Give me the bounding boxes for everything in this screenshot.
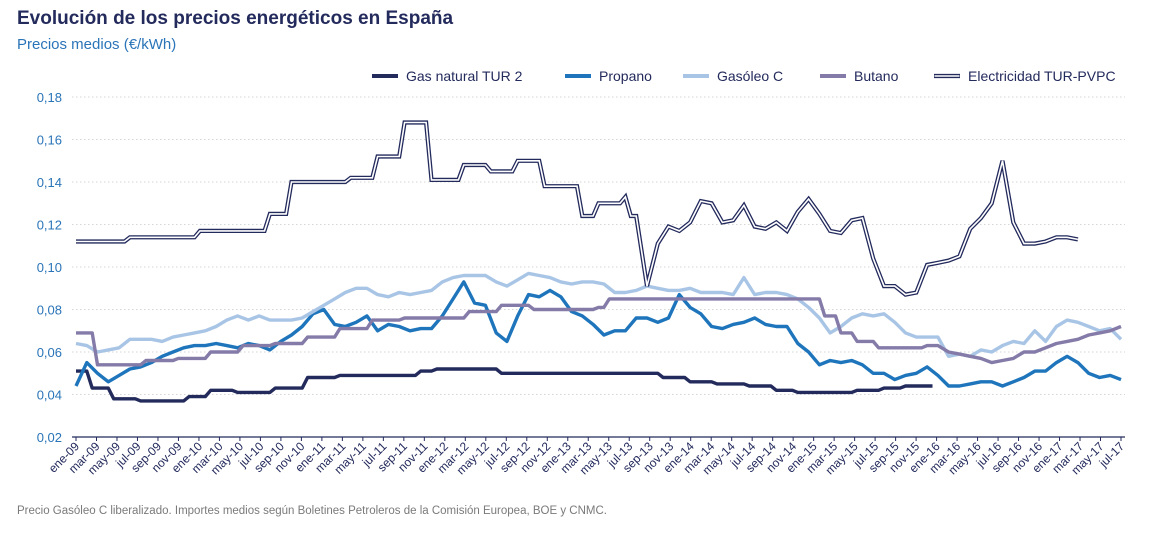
legend-label-gasoleo-c: Gasóleo C	[717, 68, 783, 84]
series-lines	[74, 120, 1123, 403]
y-axis-ticks: 0,02 0,04 0,06 0,08 0,10 0,12 0,14 0,16 0,18	[37, 90, 62, 445]
legend: Gas natural TUR 2 Propano Gasóleo C Butano E…	[372, 68, 1116, 84]
y-tick-label: 0,06	[37, 345, 62, 360]
y-tick-label: 0,18	[37, 90, 62, 105]
series-line-electricidad-tur-pvpc-inner	[76, 121, 1079, 296]
series-line-propano	[74, 280, 1122, 388]
y-tick-label: 0,14	[37, 175, 62, 190]
legend-label-electricidad-tur-pvpc: Electricidad TUR-PVPC	[968, 68, 1116, 84]
y-tick-label: 0,16	[37, 133, 62, 148]
series-line-butano	[76, 297, 1122, 367]
chart-title: Evolución de los precios energéticos en …	[17, 8, 454, 29]
legend-label-butano: Butano	[854, 68, 899, 84]
series-line-gas-natural-tur-2	[76, 367, 933, 403]
y-tick-label: 0,02	[37, 430, 62, 445]
chart-subtitle: Precios medios (€/kWh)	[17, 36, 177, 53]
legend-label-gas-natural-tur-2: Gas natural TUR 2	[406, 68, 523, 84]
footnote: Precio Gasóleo C liberalizado. Importes …	[17, 505, 607, 517]
y-tick-label: 0,04	[37, 388, 62, 403]
legend-label-propano: Propano	[599, 68, 652, 84]
series-line-gasoleo-c	[75, 271, 1123, 358]
y-tick-label: 0,08	[37, 303, 62, 318]
y-tick-label: 0,12	[37, 218, 62, 233]
series-line-electricidad-tur-pvpc	[76, 120, 1079, 297]
x-axis-ticks: ene-09mar-09may-09jul-09sep-09nov-09ene-…	[46, 437, 1127, 477]
y-tick-label: 0,10	[37, 260, 62, 275]
